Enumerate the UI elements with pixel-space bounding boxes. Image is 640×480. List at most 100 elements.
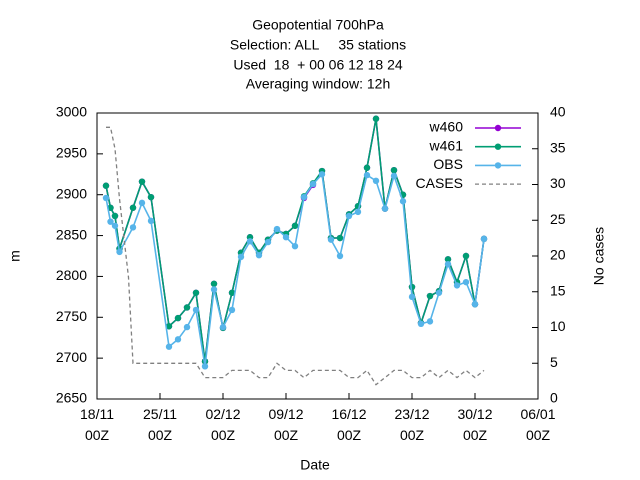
data-point	[273, 225, 281, 233]
data-point	[201, 363, 209, 370]
legend-label: OBS	[433, 156, 463, 172]
data-point	[300, 193, 308, 201]
data-point	[174, 314, 182, 322]
y2-tick-label: 15	[550, 282, 566, 298]
data-point	[462, 278, 470, 286]
x-tick-label: 23/12 00Z	[394, 406, 429, 443]
chart-subtitle: Used 18 + 00 06 12 18 24	[233, 57, 403, 73]
y2-tick-label: 25	[550, 211, 566, 227]
series-line	[105, 172, 485, 367]
data-point	[309, 180, 317, 188]
data-point	[237, 253, 245, 261]
data-point	[444, 256, 452, 263]
data-point	[228, 306, 236, 314]
data-point	[174, 336, 182, 343]
data-point	[408, 293, 416, 301]
data-point	[372, 177, 380, 185]
x-axis-label: Date	[300, 457, 330, 473]
data-point	[363, 164, 371, 171]
legend-marker	[494, 162, 502, 169]
data-point	[210, 286, 218, 293]
data-point	[102, 194, 110, 202]
y-tick-label: 2850	[56, 226, 87, 242]
data-point	[138, 178, 146, 185]
data-point	[327, 236, 335, 243]
x-tick-label: 25/11 00Z	[143, 406, 177, 443]
y-tick-label: 2900	[56, 185, 87, 201]
data-point	[102, 182, 110, 189]
chart-subtitle: Selection: ALL 35 stations	[230, 37, 406, 53]
chart-title: Geopotential 700hPa	[252, 17, 384, 33]
data-point	[228, 289, 236, 296]
x-tick-label: 16/12 00Z	[331, 406, 366, 443]
x-tick-label: 02/12 00Z	[205, 406, 240, 443]
data-point	[480, 235, 488, 243]
data-point	[426, 292, 434, 300]
data-point	[345, 212, 353, 220]
legend-label: w460	[429, 119, 464, 135]
data-point	[165, 343, 173, 350]
y-tick-label: 2650	[56, 390, 87, 406]
data-point	[381, 205, 389, 212]
y2-axis-label: No cases	[591, 227, 607, 285]
data-point	[165, 323, 173, 330]
data-point	[390, 172, 398, 180]
data-point	[336, 234, 344, 242]
y-tick-label: 2800	[56, 267, 87, 283]
y-tick-label: 2700	[56, 349, 87, 365]
data-point	[462, 252, 470, 260]
x-tick-label: 09/12 00Z	[268, 406, 303, 443]
data-point	[417, 320, 425, 328]
y2-tick-label: 20	[550, 247, 566, 263]
data-point	[129, 204, 137, 211]
data-point	[111, 222, 119, 229]
data-point	[426, 318, 434, 325]
data-point	[291, 242, 299, 250]
data-point	[183, 323, 191, 331]
data-point	[444, 260, 452, 268]
data-point	[192, 306, 200, 314]
data-point	[147, 217, 155, 225]
data-point	[291, 222, 299, 229]
x-tick-label: 18/11 00Z	[80, 406, 114, 443]
series-line	[106, 126, 485, 386]
data-point	[116, 248, 123, 256]
plot-border	[96, 112, 539, 400]
data-point	[282, 234, 290, 241]
data-point	[111, 212, 119, 220]
data-point	[138, 199, 146, 207]
data-point	[183, 304, 191, 311]
data-point	[147, 193, 155, 201]
data-point	[107, 218, 114, 225]
data-point	[372, 115, 380, 122]
y2-tick-label: 30	[550, 175, 566, 191]
data-point	[471, 301, 479, 308]
y-tick-label: 3000	[56, 104, 87, 120]
x-tick-label: 06/01 00Z	[520, 406, 555, 443]
data-point	[255, 251, 263, 259]
data-point	[210, 280, 218, 287]
legend-marker	[494, 124, 502, 132]
data-point	[336, 252, 344, 260]
data-point	[264, 238, 272, 246]
legend-marker	[494, 143, 502, 150]
legend-label: CASES	[416, 175, 463, 191]
data-point	[246, 238, 254, 245]
data-point	[354, 208, 362, 216]
data-point	[363, 171, 371, 179]
y2-tick-label: 5	[550, 354, 558, 370]
series-line	[105, 118, 485, 362]
series-line	[105, 118, 485, 362]
data-point	[435, 289, 443, 296]
chart-subtitle: Averaging window: 12h	[246, 76, 391, 92]
data-point	[390, 167, 398, 174]
data-point	[318, 171, 326, 178]
x-tick-label: 30/12 00Z	[457, 406, 492, 443]
data-point	[219, 323, 227, 331]
y-tick-label: 2750	[56, 308, 87, 324]
y2-tick-label: 35	[550, 139, 566, 155]
y-tick-label: 2950	[56, 145, 87, 161]
y-axis-label: m	[7, 250, 23, 262]
data-point	[192, 289, 200, 296]
